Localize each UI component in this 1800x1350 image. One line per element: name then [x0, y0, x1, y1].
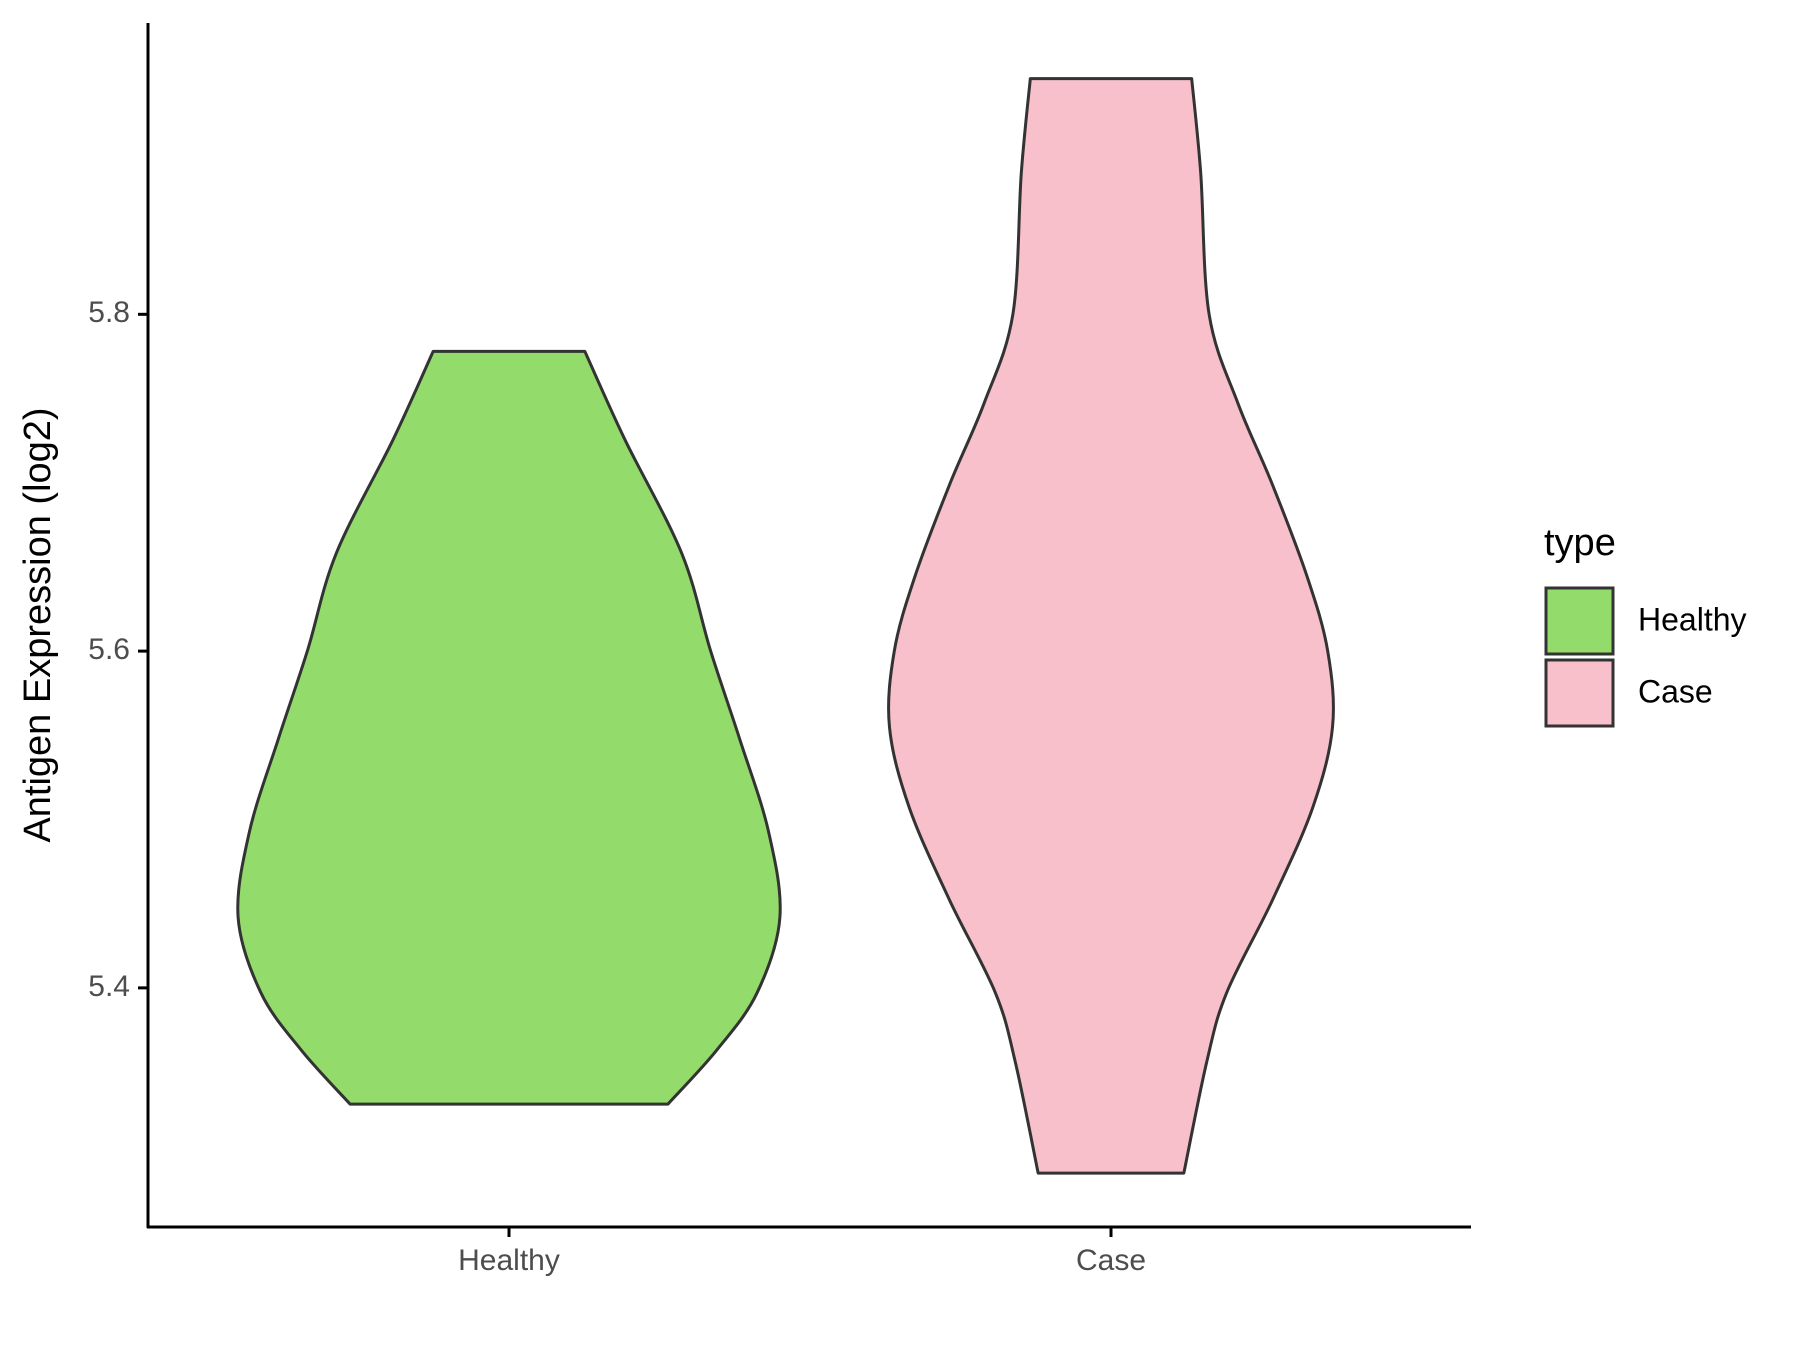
x-tick-label: Healthy: [458, 1244, 560, 1277]
x-tick-label: Case: [1076, 1244, 1146, 1277]
legend-label: Healthy: [1638, 601, 1747, 637]
legend-key: [1544, 658, 1615, 728]
violin: [236, 349, 782, 1106]
legend-label: Case: [1638, 673, 1713, 709]
legend-title: type: [1544, 522, 1616, 564]
legend-key: [1544, 586, 1615, 656]
violin: [887, 77, 1335, 1175]
y-tick-label: 5.4: [88, 970, 130, 1003]
y-tick-label: 5.6: [88, 633, 130, 666]
y-axis-label: Antigen Expression (log2): [17, 407, 59, 842]
y-tick-label: 5.8: [88, 296, 130, 329]
